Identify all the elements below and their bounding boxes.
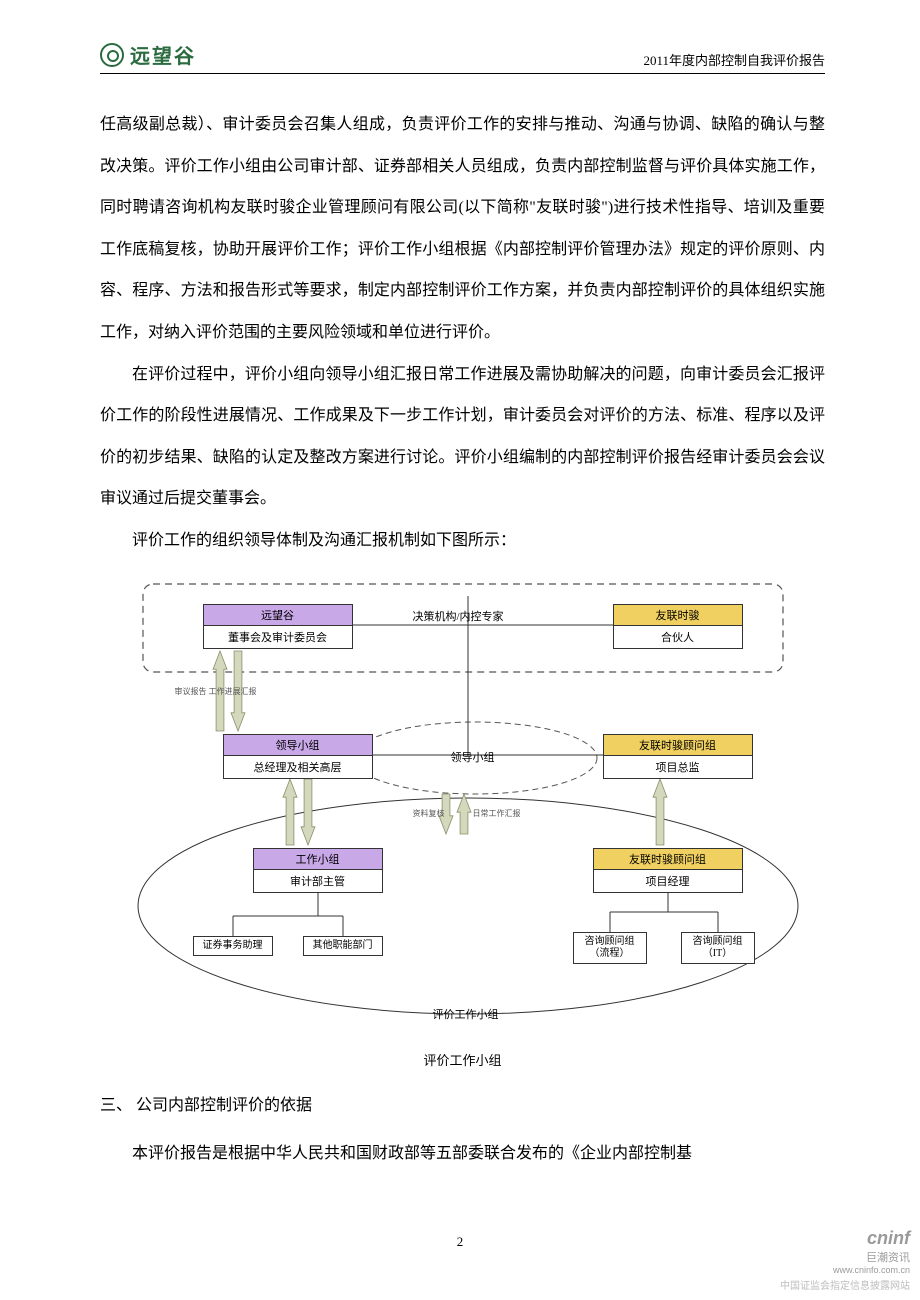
node-header: 远望谷 [204, 605, 352, 626]
node-body: 合伙人 [614, 626, 742, 648]
section-3-heading: 三、 公司内部控制评价的依据 [100, 1091, 825, 1115]
diagram-label: 审议报告 [175, 686, 207, 697]
diagram-label: 领导小组 [451, 749, 495, 765]
paragraph-2: 在评价过程中，评价小组向领导小组汇报日常工作进展及需协助解决的问题，向审计委员会… [100, 354, 825, 520]
node-n_ldxz: 领导小组总经理及相关高层 [223, 734, 373, 779]
node-body: 董事会及审计委员会 [204, 626, 352, 648]
node-body: 总经理及相关高层 [224, 756, 372, 778]
diagram-label: 评价工作小组 [433, 1006, 499, 1022]
node-header: 领导小组 [224, 735, 372, 756]
leaf-l1: 证券事务助理 [193, 936, 273, 956]
node-n_gzxz: 工作小组审计部主管 [253, 848, 383, 893]
org-diagram: 远望谷董事会及审计委员会友联时骏合伙人领导小组总经理及相关高层友联时骏顾问组项目… [113, 576, 813, 1046]
logo-icon [100, 43, 124, 67]
watermark: cninf 巨潮资讯 www.cninfo.com.cn 中国证监会指定信息披露… [780, 1228, 910, 1292]
paragraph-1: 任高级副总裁）、审计委员会召集人组成，负责评价工作的安排与推动、沟通与协调、缺陷… [100, 104, 825, 354]
watermark-url: www.cninfo.com.cn [780, 1265, 910, 1275]
leaf-l3: 咨询顾问组 （流程） [573, 932, 647, 964]
node-body: 项目总监 [604, 756, 752, 778]
node-n_gwz2: 友联时骏顾问组项目经理 [593, 848, 743, 893]
diagram-label: 决策机构/内控专家 [413, 608, 504, 624]
node-n_ylsj: 友联时骏合伙人 [613, 604, 743, 649]
document-title: 2011年度内部控制自我评价报告 [643, 50, 825, 69]
diagram-label: 日常工作汇报 [473, 808, 521, 819]
logo-text: 远望谷 [130, 40, 196, 69]
node-body: 项目经理 [594, 870, 742, 892]
leaf-l4: 咨询顾问组 （IT） [681, 932, 755, 964]
diagram-label: 资料复核 [413, 808, 445, 819]
watermark-cn: 巨潮资讯 [780, 1249, 910, 1265]
watermark-desc: 中国证监会指定信息披露网站 [780, 1277, 910, 1292]
node-n_ywg: 远望谷董事会及审计委员会 [203, 604, 353, 649]
node-header: 友联时骏 [614, 605, 742, 626]
company-logo: 远望谷 [100, 40, 196, 69]
section-3-paragraph: 本评价报告是根据中华人民共和国财政部等五部委联合发布的《企业内部控制基 [100, 1133, 825, 1175]
diagram-label: 工作进展汇报 [209, 686, 257, 697]
node-header: 友联时骏顾问组 [594, 849, 742, 870]
node-n_gwz1: 友联时骏顾问组项目总监 [603, 734, 753, 779]
node-header: 工作小组 [254, 849, 382, 870]
page-header: 远望谷 2011年度内部控制自我评价报告 [100, 40, 825, 74]
body-text: 任高级副总裁）、审计委员会召集人组成，负责评价工作的安排与推动、沟通与协调、缺陷… [100, 104, 825, 562]
diagram-caption: 评价工作小组 [100, 1050, 825, 1069]
watermark-brand: cninf [780, 1228, 910, 1249]
node-body: 审计部主管 [254, 870, 382, 892]
leaf-l2: 其他职能部门 [303, 936, 383, 956]
node-header: 友联时骏顾问组 [604, 735, 752, 756]
paragraph-3: 评价工作的组织领导体制及沟通汇报机制如下图所示： [100, 520, 825, 562]
